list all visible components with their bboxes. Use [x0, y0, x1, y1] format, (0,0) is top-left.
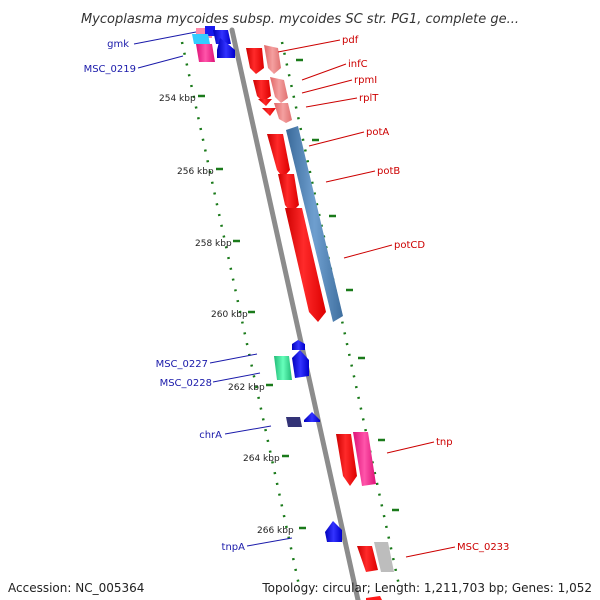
- gene-label-rpmI[interactable]: rpmI: [354, 75, 377, 86]
- tick-label-266: 266 kbp: [257, 526, 294, 536]
- gene-feature-rplT: [262, 108, 276, 116]
- gene-feature-bottom: [366, 596, 382, 600]
- gene-feature-MSC_0227: [292, 340, 305, 350]
- gene-feature-rplT-2: [274, 103, 292, 123]
- footer-summary: Topology: circular; Length: 1,211,703 bp…: [262, 581, 592, 595]
- gene-feature-MSC_0219-2: [217, 38, 235, 58]
- gene-label-infC[interactable]: infC: [348, 59, 368, 70]
- gene-label-potB[interactable]: potB: [377, 166, 400, 177]
- gene-label-rplT[interactable]: rplT: [359, 93, 379, 104]
- tick-label-262: 262 kbp: [228, 383, 265, 393]
- right-labels: pdf infC rpmI rplT potA potB potCD tnp M…: [342, 35, 509, 553]
- gene-feature-top-blue: [205, 26, 215, 36]
- gene-feature-MSC_0227-2: [292, 350, 309, 378]
- gene-label-tnp[interactable]: tnp: [436, 437, 453, 448]
- gene-feature-pdf-2: [264, 45, 281, 74]
- gene-feature-potA: [267, 134, 290, 178]
- gene-label-pdf[interactable]: pdf: [342, 35, 359, 46]
- gene-feature-potB-red: [278, 174, 299, 213]
- gene-feature-tnp-red: [336, 434, 357, 486]
- gene-label-gmk[interactable]: gmk: [107, 39, 129, 50]
- gene-feature-rpmI: [258, 99, 272, 106]
- gene-label-MSC_0228[interactable]: MSC_0228: [160, 378, 212, 389]
- gene-feature-gmk-2: [213, 30, 231, 44]
- major-ticks: [198, 58, 399, 530]
- gene-label-MSC_0219[interactable]: MSC_0219: [84, 64, 136, 75]
- gene-feature-potB: [286, 126, 343, 322]
- gene-feature-chrA: [286, 417, 302, 427]
- gene-feature-pdf: [246, 48, 264, 74]
- gene-feature-tnpA: [325, 521, 342, 542]
- map-title: Mycoplasma mycoides subsp. mycoides SC s…: [81, 12, 519, 27]
- gene-feature-MSC_0233-2: [374, 542, 394, 572]
- gene-feature-potCD: [285, 208, 326, 322]
- tick-label-258: 258 kbp: [195, 239, 232, 249]
- gene-label-tnpA[interactable]: tnpA: [222, 542, 246, 553]
- gene-feature-infC-2: [270, 77, 288, 103]
- gene-feature-MSC_0228: [274, 356, 292, 380]
- tick-label-254: 254 kbp: [159, 94, 196, 104]
- gene-feature-tnp: [353, 432, 376, 486]
- tick-label-264: 264 kbp: [243, 454, 280, 464]
- gene-feature-chrA-2: [304, 412, 320, 422]
- gene-feature-gmk: [192, 34, 210, 44]
- gene-label-MSC_0227[interactable]: MSC_0227: [156, 359, 208, 370]
- tick-label-260: 260 kbp: [211, 310, 248, 320]
- reverse-features: [192, 26, 342, 542]
- gene-feature-top-pink: [196, 28, 212, 38]
- gene-label-chrA[interactable]: chrA: [199, 430, 222, 441]
- gene-feature-infC: [253, 80, 271, 102]
- right-label-lines: [277, 39, 456, 558]
- gene-feature-MSC_0233: [357, 546, 378, 572]
- tick-label-256: 256 kbp: [177, 167, 214, 177]
- gene-feature-MSC_0219: [196, 44, 215, 62]
- left-label-lines: [133, 31, 293, 547]
- genome-backbone: [229, 27, 361, 600]
- forward-features: [246, 45, 394, 600]
- left-labels: gmk MSC_0219 MSC_0227 MSC_0228 chrA tnpA: [84, 39, 246, 553]
- gene-label-potCD[interactable]: potCD: [394, 240, 425, 251]
- gene-label-MSC_0233[interactable]: MSC_0233: [457, 542, 509, 553]
- footer-accession: Accession: NC_005364: [8, 581, 145, 595]
- tick-labels: 254 kbp 256 kbp 258 kbp 260 kbp 262 kbp …: [159, 94, 294, 536]
- gene-label-potA[interactable]: potA: [366, 127, 389, 138]
